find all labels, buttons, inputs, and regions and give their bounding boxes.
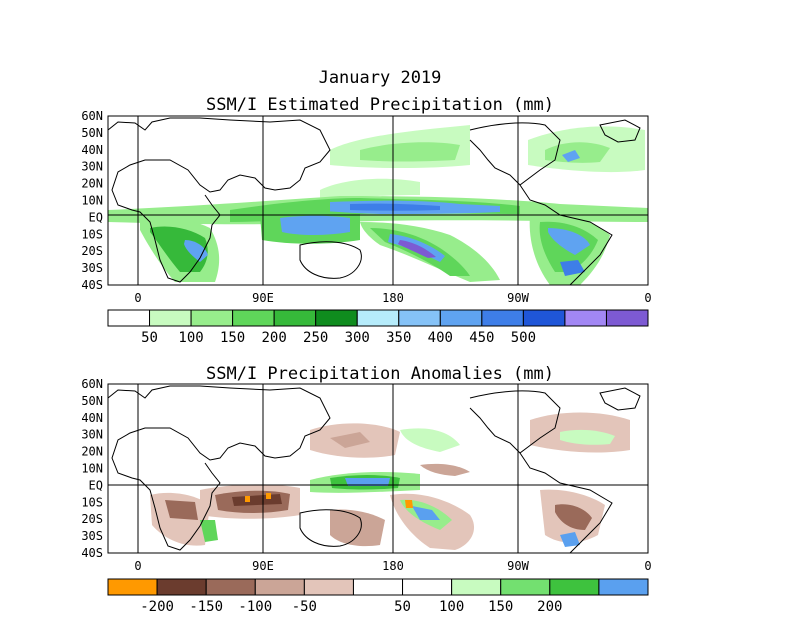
colorbar1-swatch	[232, 309, 275, 327]
colorbar1-swatch	[439, 309, 483, 327]
lat-tick-label: 40S	[81, 278, 103, 292]
colorbar1-label: 250	[303, 330, 328, 346]
lat-tick-label: 40N	[81, 411, 103, 425]
colorbar2-swatch	[451, 578, 502, 596]
colorbar2-label: -50	[292, 599, 317, 615]
colorbar2-swatch	[156, 578, 207, 596]
lon-tick-label: 90E	[252, 559, 274, 573]
lat-tick-label: 30N	[81, 160, 103, 174]
colorbar1-label: 150	[220, 330, 245, 346]
colorbar1-swatch	[564, 309, 607, 327]
colorbar1-swatch	[522, 309, 566, 327]
colorbar1-label: 450	[469, 330, 494, 346]
lat-tick-label: 10S	[81, 495, 103, 509]
colorbar1-swatch	[315, 309, 358, 327]
colorbar1-label: 350	[386, 330, 411, 346]
lon-tick-label: 0	[134, 291, 141, 305]
precip-field	[108, 125, 648, 285]
coastlines-2	[108, 385, 641, 553]
colorbar2-swatch	[352, 578, 404, 596]
colorbar2-swatch	[598, 578, 649, 596]
graticule	[108, 116, 648, 285]
lat-tick-label: EQ	[89, 478, 103, 492]
lat-tick-label: 10N	[81, 194, 103, 208]
lat-tick-label: 40N	[81, 143, 103, 157]
month-title: January 2019	[318, 68, 442, 88]
panel1-title: SSM/I Estimated Precipitation (mm)	[206, 95, 554, 115]
colorbar2-label: 200	[537, 599, 562, 615]
lon-tick-label: 0	[644, 559, 651, 573]
lon-tick-label: 0	[644, 291, 651, 305]
colorbar2-label: -100	[238, 599, 272, 615]
lon-tick-label: 0	[134, 559, 141, 573]
lat-tick-label: 30S	[81, 261, 103, 275]
lat-tick-label: 50N	[81, 394, 103, 408]
colorbar2-label: -150	[189, 599, 223, 615]
lat-tick-label: 10N	[81, 462, 103, 476]
lat-tick-label: EQ	[89, 210, 103, 224]
lat-tick-label: 60N	[81, 109, 103, 123]
colorbar1-swatch	[273, 309, 317, 327]
lat-tick-label: 40S	[81, 546, 103, 560]
lat-tick-label: 10S	[81, 227, 103, 241]
lat-tick-label: 50N	[81, 126, 103, 140]
colorbar1-label: 50	[141, 330, 158, 346]
colorbar2-swatch	[254, 578, 305, 596]
colorbar1-label: 400	[428, 330, 453, 346]
colorbar1-label: 500	[511, 330, 536, 346]
lat-tick-label: 20S	[81, 512, 103, 526]
colorbar1-swatch	[398, 309, 441, 327]
colorbar1-label: 300	[345, 330, 370, 346]
lon-tick-label: 90E	[252, 291, 274, 305]
colorbar1-swatch	[356, 309, 400, 327]
colorbar2-swatch	[205, 578, 256, 596]
colorbar2-swatch	[549, 578, 600, 596]
colorbar2-label: 150	[488, 599, 513, 615]
colorbar1-swatch	[481, 309, 524, 327]
colorbar1-swatch	[149, 309, 192, 327]
colorbar2-swatch	[500, 578, 551, 596]
lat-tick-label: 30N	[81, 428, 103, 442]
coastlines	[108, 117, 641, 285]
colorbar2-swatch	[107, 578, 158, 596]
colorbar1-swatch	[107, 309, 151, 327]
lon-tick-label: 180	[382, 291, 404, 305]
lon-tick-label: 90W	[507, 559, 529, 573]
map-frame	[107, 115, 649, 286]
graticule-2	[108, 384, 648, 553]
colorbar2-swatch	[402, 578, 453, 596]
colorbar2-label: 50	[394, 599, 411, 615]
colorbar1-swatch	[605, 309, 649, 327]
colorbar2-label: 100	[439, 599, 464, 615]
precip-map-panel	[107, 115, 649, 286]
colorbar2-swatch	[303, 578, 354, 596]
lat-tick-label: 20S	[81, 244, 103, 258]
lat-tick-label: 30S	[81, 529, 103, 543]
lat-tick-label: 60N	[81, 377, 103, 391]
lat-tick-label: 20N	[81, 445, 103, 459]
map-frame-2	[107, 383, 649, 554]
lat-tick-label: 20N	[81, 177, 103, 191]
colorbar1-label: 200	[262, 330, 287, 346]
panel2-title: SSM/I Precipitation Anomalies (mm)	[206, 364, 554, 384]
colorbar2-label: -200	[140, 599, 174, 615]
lon-tick-label: 90W	[507, 291, 529, 305]
colorbar1-swatch	[190, 309, 234, 327]
colorbar1-label: 100	[178, 330, 203, 346]
anomaly-map-panel	[107, 383, 649, 554]
lon-tick-label: 180	[382, 559, 404, 573]
